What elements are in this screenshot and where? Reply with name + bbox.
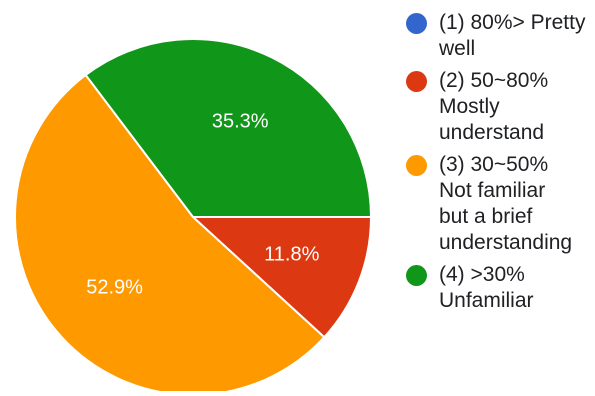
legend: (1) 80%> Pretty well (2) 50~80% Mostly u… (406, 10, 591, 314)
legend-swatch-1 (406, 13, 427, 34)
pie-slice-3[interactable] (13, 73, 326, 396)
pie-slice-label-3: 52.9% (86, 277, 143, 299)
legend-label-3: (3) 30~50% Not familiar but a brief unde… (439, 153, 573, 254)
legend-swatch-2 (406, 71, 427, 92)
legend-item-2[interactable]: (2) 50~80% Mostly understand (406, 68, 591, 146)
pie-slice-label-4: 35.3% (212, 110, 269, 132)
legend-swatch-4 (406, 265, 427, 286)
legend-label-2: (2) 50~80% Mostly understand (439, 69, 549, 144)
legend-swatch-3 (406, 155, 427, 176)
pie-slice-4[interactable] (84, 38, 373, 218)
legend-item-1[interactable]: (1) 80%> Pretty well (406, 10, 591, 62)
pie-slice-label-2: 11.8% (264, 244, 319, 266)
legend-label-1: (1) 80%> Pretty well (439, 11, 586, 60)
pie-slice-2[interactable] (190, 216, 373, 339)
legend-label-4: (4) >30% Unfamiliar (439, 263, 534, 312)
legend-item-4[interactable]: (4) >30% Unfamiliar (406, 262, 591, 314)
legend-item-3[interactable]: (3) 30~50% Not familiar but a brief unde… (406, 152, 591, 256)
